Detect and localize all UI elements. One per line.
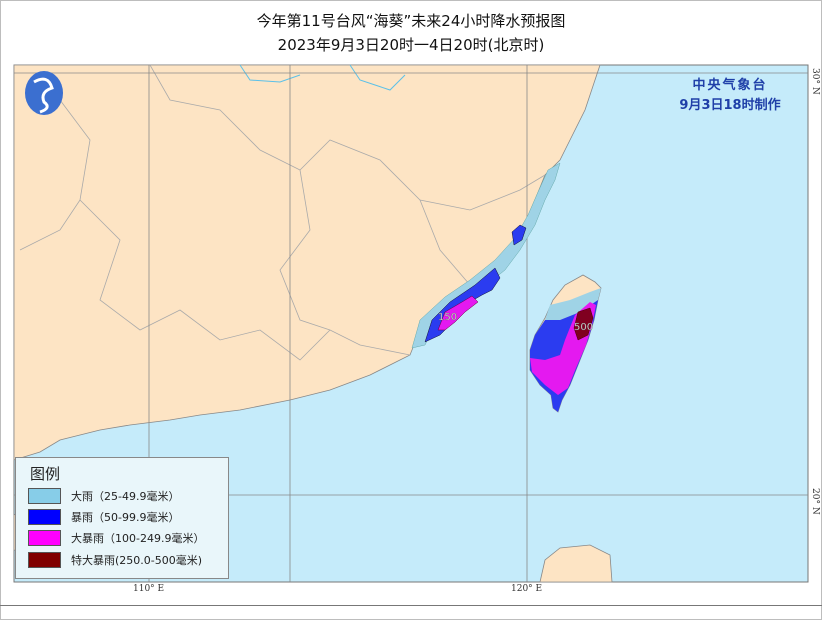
contour-label-500: 500 bbox=[574, 322, 593, 333]
cma-logo bbox=[25, 71, 63, 115]
legend-item-extreme-rainstorm: 特大暴雨(250.0-500毫米) bbox=[28, 552, 202, 568]
rain-area-heavy-rainstorm bbox=[437, 295, 479, 331]
divider bbox=[0, 605, 822, 606]
legend-item-heavy-rainstorm: 大暴雨（100-249.9毫米） bbox=[28, 530, 204, 546]
legend-label: 暴雨（50-99.9毫米） bbox=[71, 511, 180, 524]
rain-area-extreme-rainstorm bbox=[573, 307, 594, 341]
lat-label-30: 30° N bbox=[810, 68, 820, 95]
province-borders bbox=[19, 64, 546, 361]
lat-label-20: 20° N bbox=[810, 488, 820, 515]
agency-name: 中央气象台 bbox=[692, 78, 768, 93]
issue-time: 9月3日18时制作 bbox=[679, 98, 781, 113]
legend-item-heavy-rain: 大雨（25-49.9毫米） bbox=[28, 488, 179, 504]
map-title: 今年第11号台风“海葵”未来24小时降水预报图 bbox=[256, 12, 566, 30]
gridlines bbox=[14, 65, 808, 582]
legend-label: 大雨（25-49.9毫米） bbox=[71, 490, 180, 503]
legend-label: 特大暴雨(250.0-500毫米) bbox=[71, 554, 203, 567]
legend-swatch bbox=[28, 488, 61, 504]
legend-item-rainstorm: 暴雨（50-99.9毫米） bbox=[28, 509, 179, 525]
lon-label-120: 120° E bbox=[511, 584, 543, 594]
lon-label-110: 110° E bbox=[133, 584, 165, 594]
map-subtitle: 2023年9月3日20时一4日20时(北京时) bbox=[277, 36, 545, 54]
rain-area-rainstorm bbox=[511, 224, 527, 246]
rain-area-heavy bbox=[545, 288, 601, 320]
luzon-island bbox=[539, 544, 613, 583]
legend-title: 图例 bbox=[30, 465, 61, 483]
legend-swatch bbox=[28, 509, 61, 525]
legend-swatch bbox=[28, 530, 61, 546]
legend-swatch bbox=[28, 552, 61, 568]
legend-label: 大暴雨（100-249.9毫米） bbox=[71, 532, 205, 545]
legend: 图例 大雨（25-49.9毫米） 暴雨（50-99.9毫米） 大暴雨（100-2… bbox=[15, 457, 229, 579]
contour-label-150: 150 bbox=[438, 312, 457, 323]
